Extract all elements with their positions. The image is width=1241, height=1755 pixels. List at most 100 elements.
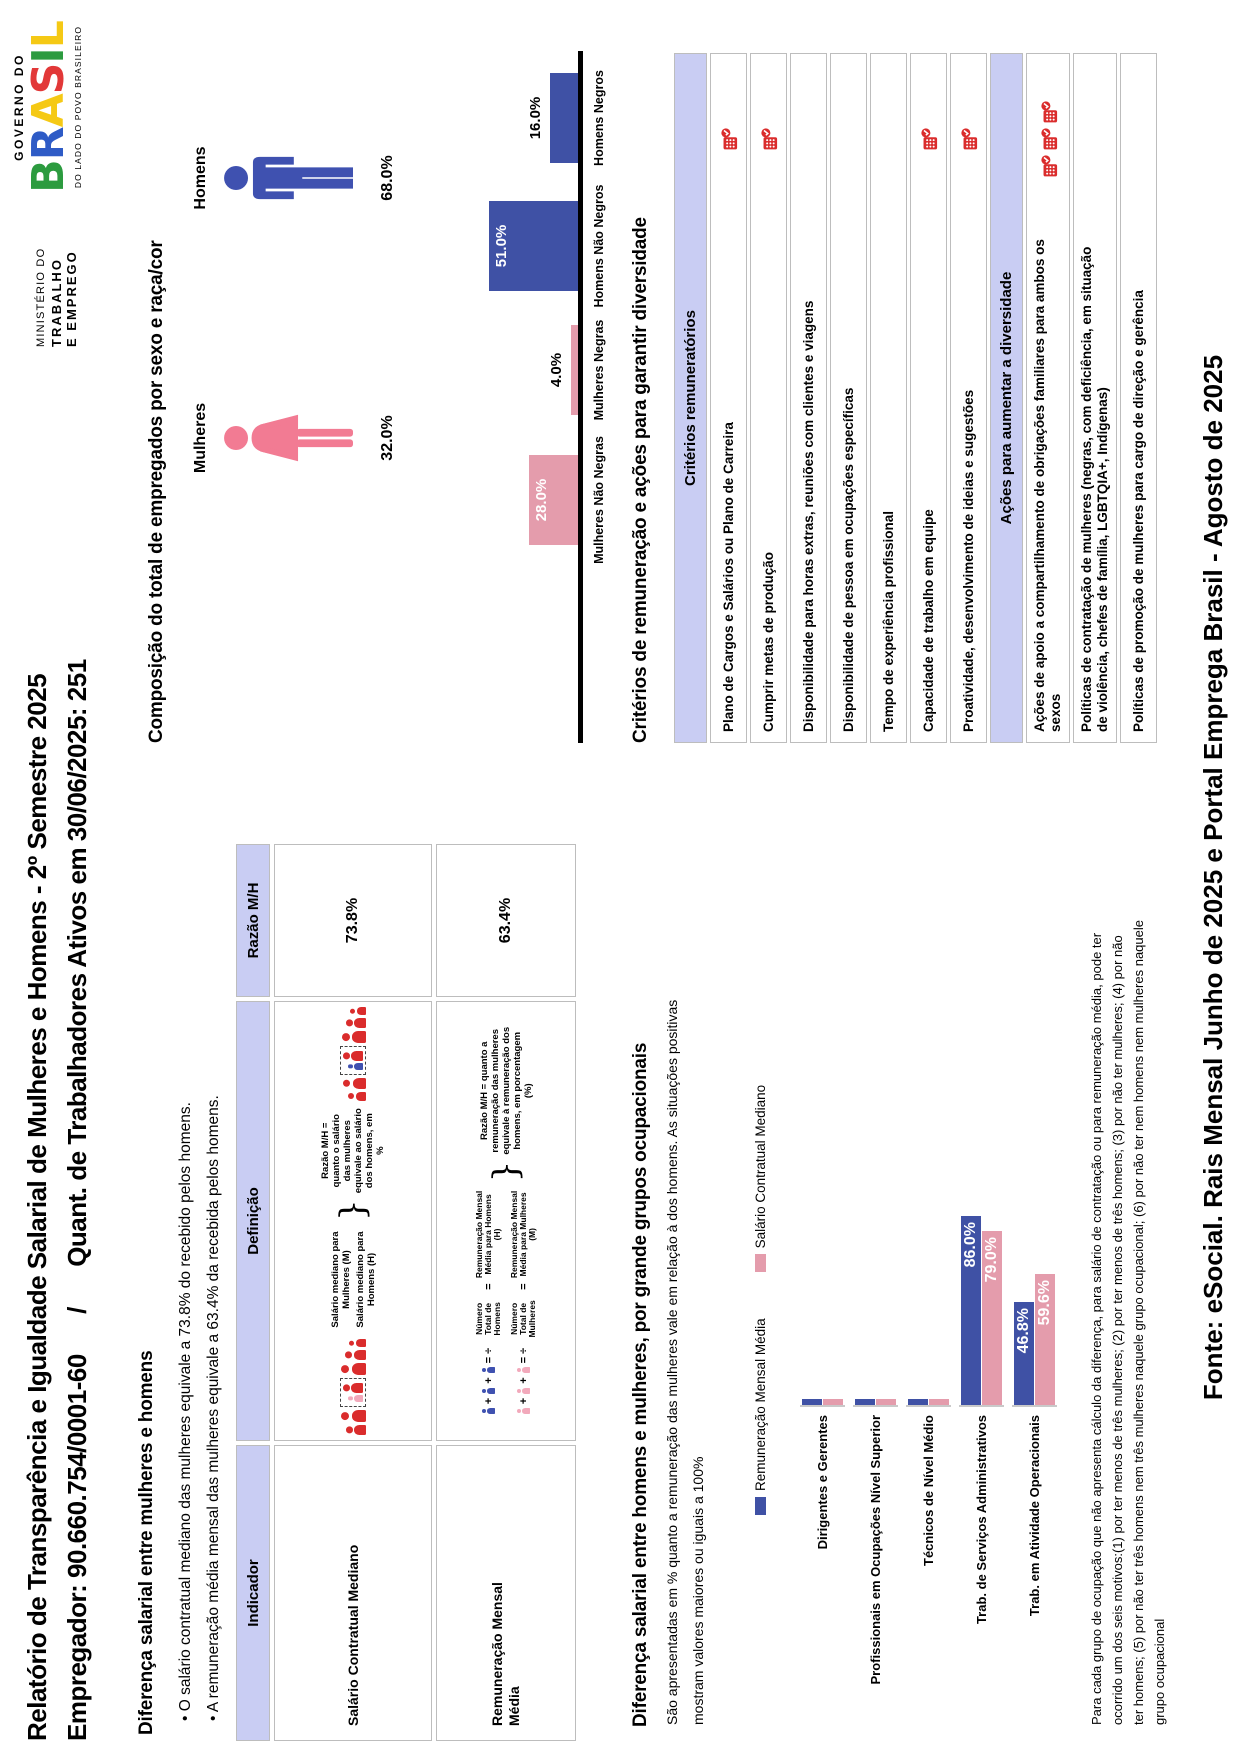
occupational-category-label: Trab. em Atividade Operacionais <box>1027 1415 1042 1617</box>
criterion-marks <box>719 54 738 224</box>
bar-value-label: 86.0% <box>962 1222 979 1268</box>
ministry-line1: MINISTÉRIO DO <box>35 247 47 347</box>
criteria-row: Disponibilidade para horas extras, reuni… <box>790 53 827 743</box>
occupational-bar <box>876 1399 896 1405</box>
median-crowd-left <box>340 1338 366 1436</box>
criterion-label: Proatividade, desenvolvimento de ideias … <box>960 389 976 732</box>
criterion-marks <box>1039 54 1058 224</box>
composition-category-label: Mulheres Não Negras <box>592 436 606 564</box>
criteria-row: Políticas de contratação de mulheres (ne… <box>1073 53 1117 743</box>
section1-heading: Diferença salarial entre mulheres e home… <box>136 1350 157 1735</box>
indicator-name: Salário Contratual Mediano <box>274 1445 432 1741</box>
person-figure <box>350 1007 366 1015</box>
bar-value-label: 51.0% <box>493 224 510 268</box>
person-figure <box>343 1383 363 1393</box>
ministry-logo: MINISTÉRIO DO TRABALHO E EMPREGO <box>34 217 79 347</box>
report-subtitle: Empregador: 90.660.754/0001-60 / Quant. … <box>62 659 92 1741</box>
occupational-bar <box>908 1399 928 1405</box>
criteria-row: Políticas de promoção de mulheres para c… <box>1120 53 1157 743</box>
median-labels: Salário mediano para Mulheres (M) Salári… <box>327 1227 380 1332</box>
criteria-row: Cumprir metas de produção <box>750 53 787 743</box>
brasil-logo: BRASIL <box>23 7 74 207</box>
sex-total-label: Homens <box>192 146 209 210</box>
person-figure <box>343 1051 363 1061</box>
criterion-label: Plano de Cargos e Salários ou Plano de C… <box>720 422 736 732</box>
person-figure <box>341 1410 366 1422</box>
occupational-row: Trab. de Serviços Administrativos 86.0% 79… <box>959 845 1004 1725</box>
govbr-logo: GOVERNO DO BRASIL DO LADO DO POVO BRASIL… <box>12 7 83 207</box>
occupational-row: Técnicos de Nível Médio <box>906 845 951 1725</box>
occupational-row: Profissionais em Ocupações Nível Superio… <box>853 845 898 1725</box>
result-label: Remuneração Mensal Média para Mulheres (… <box>509 1190 537 1279</box>
brasil-letter: A <box>23 94 74 128</box>
criteria-row: Proatividade, desenvolvimento de ideias … <box>950 53 987 743</box>
sex-total-group: Mulheres 32.0% <box>192 373 397 503</box>
person-figure <box>345 1350 366 1360</box>
criterion-check-icon <box>961 128 978 150</box>
count-label: Número Total de Mulheres <box>509 1300 537 1338</box>
composition-category-label: Mulheres Negras <box>592 319 606 421</box>
indicator-definition: Salário mediano para Mulheres (M) Salári… <box>274 1001 432 1441</box>
section2-heading: Diferença salarial entre homens e mulher… <box>630 1042 651 1727</box>
indicator-table-header: Definição <box>236 1001 270 1441</box>
criterion-label: Políticas de contratação de mulheres (ne… <box>1079 246 1110 732</box>
man-icon <box>224 156 353 200</box>
operator-glyph: + <box>517 1377 530 1384</box>
occupational-row: Trab. em Atividade Operacionais 46.8% 59.6… <box>1012 845 1057 1725</box>
ministry-line3: E EMPREGO <box>64 250 79 347</box>
occupational-bar: 46.8% <box>1014 1302 1034 1405</box>
criteria-table: Critérios remuneratórios Plano de Cargos … <box>674 53 1160 743</box>
person-figure <box>346 1018 366 1028</box>
criterion-label: Capacidade de trabalho em equipe <box>920 509 936 732</box>
occupational-bar: 79.0% <box>982 1231 1002 1405</box>
composition-category-labels: Mulheres Não Negras Mulheres Negras Homens… <box>592 51 616 743</box>
person-figure <box>348 1063 363 1070</box>
criterion-check-icon <box>1040 128 1057 150</box>
composition-bar-chart: 28.0% 4.0% 51.0% 16.0% <box>386 51 583 743</box>
occupational-bars <box>906 845 951 1407</box>
occupational-bars <box>800 845 845 1407</box>
indicator-table-header: Razão M/H <box>236 844 270 997</box>
criterion-marks <box>759 54 778 224</box>
bullet-item: • A remuneração média mensal das mulhere… <box>205 1095 222 1721</box>
brace-glyph: } <box>486 1160 526 1183</box>
operator-glyph: ÷ <box>517 1347 530 1354</box>
criteria-row: Capacidade de trabalho em equipe <box>910 53 947 743</box>
occupational-bar-chart: Dirigentes e Gerentes Profissionais em Oc… <box>800 845 1065 1725</box>
legend-swatch <box>755 1497 766 1515</box>
composition-bar <box>571 325 578 415</box>
brasil-letter: L <box>23 21 74 49</box>
legend-item: Remuneração Mensal Média <box>753 1318 768 1515</box>
operator-glyph: + <box>482 1377 495 1384</box>
operator-glyph: + <box>517 1397 530 1405</box>
legend-swatch <box>755 1254 766 1273</box>
report-title: Relatório de Transparência e Igualdade S… <box>22 673 52 1741</box>
indicator-name: Remuneração Mensal Média <box>436 1445 576 1741</box>
mean-ratio-note: Razão M/H = quanto a remuneração das mul… <box>478 1026 534 1155</box>
chart-baseline <box>578 51 583 743</box>
composition-bar: 51.0% <box>489 201 578 291</box>
criterion-check-icon <box>921 128 938 150</box>
mean-equation: + + = ÷ Número Total de Mulheres = Remuneração… <box>509 1188 537 1415</box>
result-label: Remuneração Mensal Média para Homens (H) <box>474 1190 502 1279</box>
person-figure <box>348 1395 363 1402</box>
person-figure <box>482 1367 495 1373</box>
criterion-check-icon <box>761 128 778 150</box>
occupational-category-label: Profissionais em Ocupações Nível Superio… <box>868 1415 883 1685</box>
sex-total-group: Homens 68.0% <box>192 113 397 243</box>
criteria-heading: Critérios de remuneração e ações para ga… <box>630 217 651 743</box>
median-selection-box <box>340 1378 366 1407</box>
count-label: Número Total de Homens <box>474 1302 502 1336</box>
criterion-label: Políticas de promoção de mulheres para c… <box>1130 290 1146 732</box>
indicator-table: Indicador Definição Razão M/H Salário Co… <box>236 844 576 1741</box>
operator-glyph: ÷ <box>482 1347 495 1354</box>
occupational-bars: 46.8% 59.6% <box>1012 845 1057 1407</box>
criterion-label: Disponibilidade para horas extras, reuni… <box>800 300 816 732</box>
criterion-marks <box>919 54 938 224</box>
person-figure <box>517 1367 530 1373</box>
criterion-label: Tempo de experiência profissional <box>880 510 896 732</box>
bar-value-label: 4.0% <box>548 352 565 388</box>
indicator-definition: + + = ÷ Número Total de Homens = Remuneração M… <box>436 1001 576 1441</box>
indicator-ratio: 73.8% <box>274 844 432 997</box>
